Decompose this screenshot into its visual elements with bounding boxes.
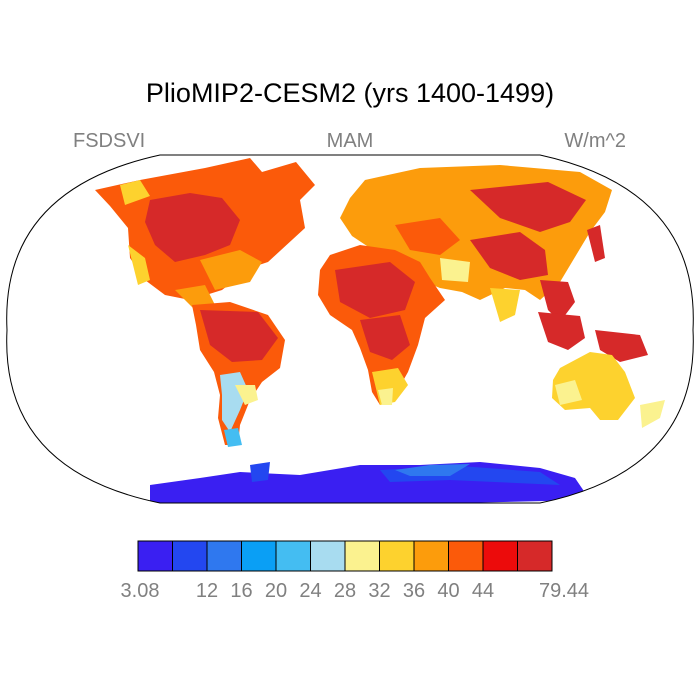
colorbar-tick-label: 40	[437, 580, 460, 602]
region-maritime-asia	[538, 312, 648, 362]
colorbar-tick-label: 36	[402, 580, 426, 602]
colorbar-tick-label: 3.08	[120, 580, 160, 602]
region-south-america	[192, 302, 285, 447]
colorbar-swatch	[172, 540, 208, 572]
colorbar-swatch	[379, 540, 415, 572]
colorbar-swatch	[482, 540, 518, 572]
colorbar-swatch	[517, 540, 553, 572]
colorbar-tick-label: 44	[471, 580, 495, 602]
variable-label: FSDSVI	[73, 130, 146, 152]
region-north-america	[95, 158, 358, 310]
season-label: MAM	[326, 130, 374, 152]
colorbar-swatch	[310, 540, 346, 572]
colorbar-swatch	[448, 540, 484, 572]
colorbar-tick-label: 16	[230, 580, 253, 602]
region-africa	[318, 245, 445, 405]
units-label: W/m^2	[564, 130, 626, 152]
colorbar-tick-label: 20	[264, 580, 288, 602]
colorbar-tick-label: 24	[299, 580, 322, 602]
region-australia	[552, 352, 665, 428]
colorbar-tick-label: 28	[333, 580, 357, 602]
colorbar-swatch	[206, 540, 242, 572]
region-antarctica	[150, 462, 590, 503]
colorbar-tick-label: 12	[195, 580, 219, 602]
colorbar-swatch	[137, 540, 173, 572]
colorbar-swatch	[241, 540, 277, 572]
colorbar-tick-label: 79.44	[538, 580, 590, 602]
colorbar	[137, 540, 553, 572]
colorbar-swatch	[413, 540, 449, 572]
colorbar-swatch	[275, 540, 311, 572]
colorbar-swatch	[344, 540, 380, 572]
globe-outline	[6, 154, 694, 504]
colorbar-tick-label: 32	[368, 580, 391, 602]
map-title: PlioMIP2-CESM2 (yrs 1400-1499)	[145, 78, 555, 108]
